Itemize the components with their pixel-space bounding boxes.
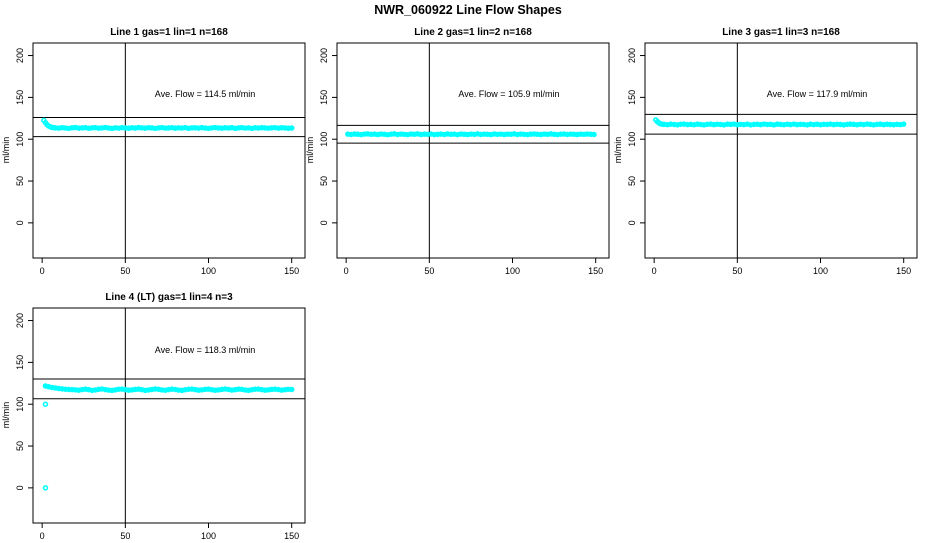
y-axis-label: ml/min (1, 137, 11, 164)
ave-flow-annotation: Ave. Flow = 117.9 ml/min (767, 89, 867, 99)
y-axis-label: ml/min (305, 137, 315, 164)
x-tick-label: 100 (505, 266, 520, 276)
y-tick-label: 100 (627, 132, 637, 147)
plot-area: 0 50 100 150 0 50 100 150 200 (15, 42, 306, 276)
x-tick-label: 0 (652, 266, 657, 276)
x-tick-label: 100 (201, 266, 216, 276)
y-tick-label: 0 (15, 220, 25, 225)
x-tick-label: 50 (120, 266, 130, 276)
y-tick-label: 150 (15, 90, 25, 105)
x-tick-label: 0 (40, 266, 45, 276)
subplot-title: Line 3 gas=1 lin=3 n=168 (722, 27, 840, 38)
y-tick-label: 150 (319, 90, 329, 105)
y-tick-label: 0 (627, 220, 637, 225)
ave-flow-annotation: Ave. Flow = 114.5 ml/min (155, 89, 255, 99)
subplot-title: Line 1 gas=1 lin=1 n=168 (110, 27, 228, 38)
y-axis-label: ml/min (1, 402, 11, 429)
x-tick-label: 100 (201, 531, 216, 541)
subplot-title: Line 4 (LT) gas=1 lin=4 n=3 (105, 292, 233, 303)
y-tick-label: 50 (15, 176, 25, 186)
y-tick-label: 50 (15, 441, 25, 451)
y-tick-label: 200 (15, 313, 25, 328)
y-tick-label: 0 (319, 220, 329, 225)
x-tick-label: 0 (40, 531, 45, 541)
y-tick-label: 150 (15, 355, 25, 370)
subplot-title: Line 2 gas=1 lin=2 n=168 (414, 27, 532, 38)
y-tick-label: 100 (15, 397, 25, 412)
ave-flow-annotation: Ave. Flow = 118.3 ml/min (155, 345, 255, 355)
subplot-line-4: Line 4 (LT) gas=1 lin=4 n=3 ml/min Ave. … (1, 292, 306, 541)
y-tick-label: 100 (15, 132, 25, 147)
x-tick-label: 150 (896, 266, 911, 276)
x-tick-label: 100 (813, 266, 828, 276)
plot-area: 0 50 100 150 0 50 100 150 200 (15, 307, 306, 541)
y-axis-label: ml/min (613, 137, 623, 164)
x-tick-label: 50 (424, 266, 434, 276)
x-tick-label: 150 (284, 266, 299, 276)
y-tick-label: 150 (627, 90, 637, 105)
y-tick-label: 0 (15, 485, 25, 490)
y-tick-label: 50 (319, 176, 329, 186)
subplot-line-1: Line 1 gas=1 lin=1 n=168 ml/min Ave. Flo… (1, 27, 306, 276)
subplot-line-2: Line 2 gas=1 lin=2 n=168 ml/min Ave. Flo… (305, 27, 610, 276)
x-tick-label: 50 (120, 531, 130, 541)
y-tick-label: 50 (627, 176, 637, 186)
page-title: NWR_060922 Line Flow Shapes (374, 3, 562, 17)
y-tick-label: 200 (15, 48, 25, 63)
x-tick-label: 150 (284, 531, 299, 541)
ave-flow-annotation: Ave. Flow = 105.9 ml/min (458, 89, 559, 99)
subplot-line-3: Line 3 gas=1 lin=3 n=168 ml/min Ave. Flo… (613, 27, 918, 276)
plot-area: 0 50 100 150 0 50 100 150 200 (627, 42, 918, 276)
y-tick-label: 100 (319, 132, 329, 147)
x-tick-label: 150 (588, 266, 603, 276)
y-tick-label: 200 (319, 48, 329, 63)
plot-area: 0 50 100 150 0 50 100 150 200 (319, 42, 610, 276)
y-tick-label: 200 (627, 48, 637, 63)
x-tick-label: 0 (344, 266, 349, 276)
x-tick-label: 50 (732, 266, 742, 276)
